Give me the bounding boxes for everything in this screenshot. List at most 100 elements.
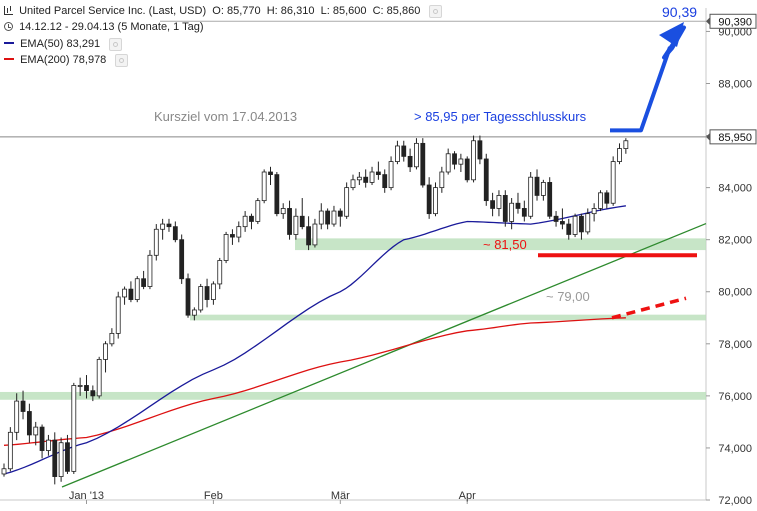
candle-body-64 bbox=[407, 155, 413, 168]
candle-body-84 bbox=[534, 176, 540, 196]
candle-body-55 bbox=[350, 179, 356, 189]
candle-body-52 bbox=[331, 210, 337, 225]
price-marker-label-0: 90,390 bbox=[718, 16, 752, 28]
instrument-name: United Parcel Service Inc. (Last, USD) bbox=[19, 5, 207, 17]
support-zone-81-50 bbox=[295, 238, 706, 251]
candle-body-29 bbox=[185, 278, 191, 316]
candle-body-28 bbox=[179, 239, 185, 280]
candle-body-69 bbox=[439, 171, 445, 189]
candle-body-39 bbox=[249, 215, 254, 222]
ema50-label: EMA(50) bbox=[20, 38, 64, 50]
x-tick-label-0: Jan '13 bbox=[69, 490, 104, 502]
candle-body-3 bbox=[20, 400, 26, 412]
candle-body-37 bbox=[236, 226, 242, 238]
candle-body-24 bbox=[153, 228, 159, 256]
candle-body-14 bbox=[90, 390, 96, 397]
candle-body-44 bbox=[280, 208, 286, 215]
candle-body-30 bbox=[191, 309, 197, 316]
candle-body-8 bbox=[52, 439, 58, 477]
legend-header-row: United Parcel Service Inc. (Last, USD) O… bbox=[4, 4, 443, 18]
candle-body-34 bbox=[217, 260, 223, 285]
candle-body-10 bbox=[65, 442, 70, 472]
candle-body-12 bbox=[77, 385, 83, 387]
settings-icon[interactable] bbox=[429, 4, 443, 18]
candle-body-77 bbox=[490, 200, 496, 209]
target-label: 90,39 bbox=[662, 4, 697, 20]
candle-body-23 bbox=[147, 254, 153, 287]
y-tick-label-9: 90,000 bbox=[718, 26, 752, 38]
candle-body-0 bbox=[1, 468, 7, 475]
y-tick-label-4: 80,000 bbox=[718, 287, 752, 299]
candle-body-1 bbox=[7, 431, 13, 470]
candle-body-11 bbox=[71, 385, 77, 472]
candle-body-5 bbox=[33, 426, 39, 436]
candle-body-83 bbox=[528, 176, 534, 217]
y-tick-label-0: 72,000 bbox=[718, 495, 752, 507]
candle-body-92 bbox=[585, 213, 591, 233]
support-zone-76-00 bbox=[0, 391, 706, 400]
candle-body-93 bbox=[591, 208, 597, 215]
candle-body-96 bbox=[610, 161, 616, 204]
ema200-swatch bbox=[4, 58, 14, 60]
candle-body-35 bbox=[223, 234, 229, 261]
candle-body-15 bbox=[96, 359, 102, 397]
ema200-value: 78,978 bbox=[72, 54, 107, 66]
breakout-arrow-tip bbox=[659, 22, 684, 47]
legend-period-row: 14.12.12 - 29.04.13 (5 Monate, 1 Tag) bbox=[4, 20, 204, 34]
candle-body-88 bbox=[560, 221, 565, 225]
trigger-label: > 85,95 per Tagesschlusskurs bbox=[414, 109, 587, 124]
candle-body-63 bbox=[401, 145, 407, 157]
close-value: 85,860 bbox=[386, 5, 421, 17]
candle-body-26 bbox=[166, 223, 172, 228]
ema200-label: EMA(200) bbox=[20, 54, 70, 66]
y-tick-label-6: 84,000 bbox=[718, 183, 752, 195]
candle-body-76 bbox=[483, 158, 489, 202]
candle-body-2 bbox=[14, 400, 20, 433]
candle-body-80 bbox=[509, 202, 515, 222]
candle-body-66 bbox=[420, 142, 426, 186]
candle-body-31 bbox=[198, 286, 204, 311]
candle-body-17 bbox=[109, 332, 115, 345]
candle-body-38 bbox=[242, 215, 248, 228]
candle-body-7 bbox=[46, 439, 51, 451]
candle-body-78 bbox=[496, 195, 502, 209]
kursziel-label: Kursziel vom 17.04.2013 bbox=[154, 109, 297, 124]
candle-body-56 bbox=[356, 176, 362, 181]
candle-body-4 bbox=[26, 411, 32, 436]
candle-body-59 bbox=[375, 171, 381, 176]
candle-body-18 bbox=[115, 296, 121, 334]
price-marker-label-1: 85,950 bbox=[718, 132, 752, 144]
y-tick-label-1: 74,000 bbox=[718, 443, 752, 455]
candle-body-40 bbox=[255, 200, 261, 222]
candle-body-98 bbox=[623, 140, 629, 149]
candle-body-25 bbox=[160, 223, 166, 230]
candle-body-60 bbox=[382, 174, 388, 189]
candle-body-50 bbox=[318, 210, 324, 225]
open-value: 85,770 bbox=[226, 5, 261, 17]
candle-body-22 bbox=[141, 278, 147, 287]
support1-label: ~ 81,50 bbox=[483, 237, 527, 252]
uptrend-line bbox=[61, 222, 707, 488]
candle-body-71 bbox=[452, 153, 457, 165]
candle-body-48 bbox=[306, 226, 311, 246]
candle-body-57 bbox=[363, 176, 369, 183]
candle-body-79 bbox=[502, 195, 508, 222]
close-label: C: bbox=[372, 5, 384, 17]
ema50-settings-icon[interactable] bbox=[109, 37, 123, 51]
y-tick-label-2: 76,000 bbox=[718, 391, 752, 403]
y-tick-label-8: 88,000 bbox=[718, 78, 752, 90]
ema200-settings-icon[interactable] bbox=[115, 53, 129, 67]
legend-ema50-row: EMA(50) 83,291 bbox=[4, 37, 123, 51]
candle-body-94 bbox=[598, 192, 603, 209]
candle-body-73 bbox=[464, 158, 470, 181]
legend-ema200-row: EMA(200) 78,978 bbox=[4, 53, 129, 67]
price-marker-pointer-0 bbox=[706, 17, 710, 26]
ema50-value: 83,291 bbox=[66, 38, 101, 50]
breakout-arrow-shaft bbox=[610, 46, 672, 133]
low-value: 85,600 bbox=[332, 5, 367, 17]
candle-body-95 bbox=[604, 192, 610, 204]
chart-type-icon bbox=[4, 6, 13, 15]
candle-body-87 bbox=[553, 215, 559, 222]
open-label: O: bbox=[212, 5, 224, 17]
ema50-swatch bbox=[4, 42, 14, 44]
